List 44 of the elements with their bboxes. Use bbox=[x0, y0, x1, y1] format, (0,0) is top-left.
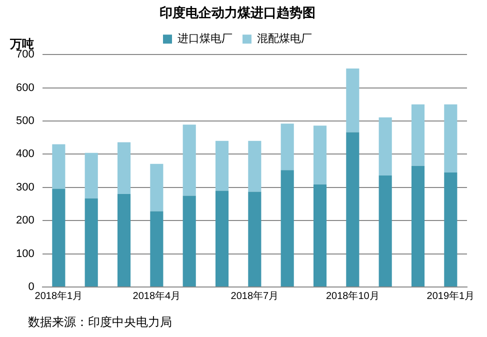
bar bbox=[150, 211, 164, 286]
bar bbox=[248, 192, 262, 286]
bar bbox=[215, 190, 229, 286]
bar bbox=[346, 68, 360, 132]
bar bbox=[84, 152, 98, 198]
source-note: 数据来源：印度中央电力局 bbox=[28, 314, 172, 331]
bar bbox=[313, 184, 327, 286]
bar bbox=[378, 117, 392, 176]
bar bbox=[150, 164, 164, 212]
bar bbox=[378, 175, 392, 286]
y-tick-label: 500 bbox=[16, 115, 34, 128]
x-tick-label: 2018年10月 bbox=[326, 290, 380, 302]
bar bbox=[84, 198, 98, 286]
y-tick-label: 0 bbox=[28, 281, 34, 294]
bar bbox=[215, 140, 229, 191]
legend-label: 进口煤电厂 bbox=[178, 32, 232, 46]
x-tick-label: 2018年7月 bbox=[230, 290, 279, 302]
bar bbox=[411, 104, 425, 166]
y-tick-label: 100 bbox=[16, 248, 34, 260]
bar bbox=[52, 144, 66, 189]
bar bbox=[182, 196, 196, 286]
bar bbox=[346, 132, 360, 286]
y-tick-label: 600 bbox=[16, 82, 34, 94]
bar bbox=[117, 194, 131, 286]
bar bbox=[248, 140, 262, 192]
y-axis-title: 万吨 bbox=[10, 36, 34, 51]
y-tick-label: 300 bbox=[16, 181, 34, 194]
bar bbox=[52, 188, 66, 286]
bar bbox=[444, 104, 458, 172]
bar bbox=[280, 124, 294, 170]
chart-title: 印度电企动力煤进口趋势图 bbox=[160, 5, 316, 22]
x-tick-label: 2018年4月 bbox=[132, 290, 181, 302]
y-tick-label: 400 bbox=[16, 148, 34, 160]
bar bbox=[280, 170, 294, 286]
bar bbox=[182, 124, 196, 196]
x-tick-label: 2018年1月 bbox=[34, 290, 83, 302]
bar bbox=[313, 126, 327, 184]
y-tick-label: 700 bbox=[16, 48, 34, 61]
bar bbox=[444, 172, 458, 286]
legend-label: 混配煤电厂 bbox=[257, 32, 312, 46]
x-tick-label: 2019年1月 bbox=[426, 290, 475, 302]
bar bbox=[117, 142, 131, 194]
bar bbox=[411, 166, 425, 286]
y-tick-label: 200 bbox=[16, 214, 34, 227]
